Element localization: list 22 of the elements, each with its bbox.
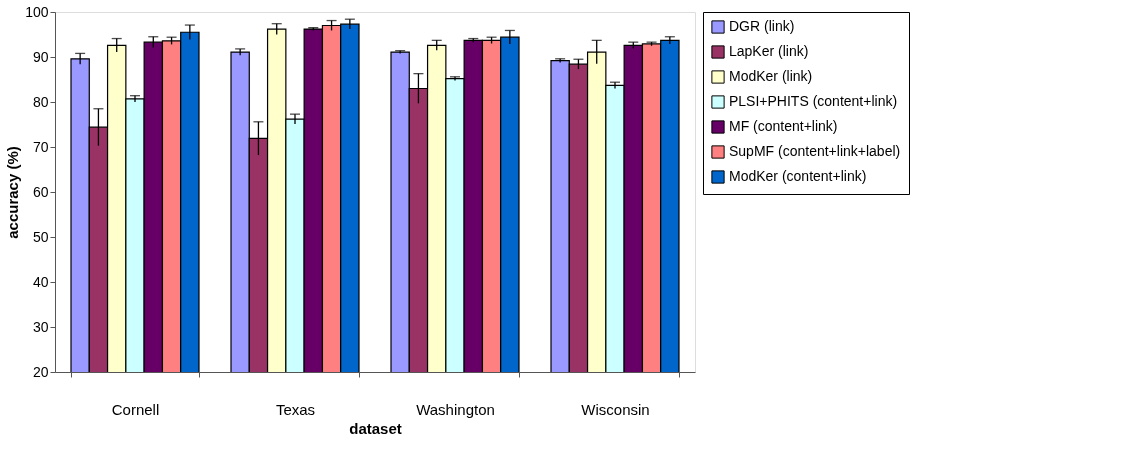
legend-label: PLSI+PHITS (content+link) [729,93,898,109]
y-tick-label: 100 [25,3,49,20]
y-tick-label: 60 [32,183,49,200]
y-tick-label: 50 [32,228,49,245]
y-tick-label: 80 [32,93,49,110]
x-tick-label: Wisconsin [581,400,650,418]
x-tick-label: Cornell [111,400,160,418]
y-axis-title: accuracy (%) [4,146,22,239]
y-tick-label: 90 [32,48,49,65]
legend-label: ModKer (content+link) [729,168,867,184]
legend-label: MF (content+link) [729,118,838,134]
y-tick-label: 70 [32,138,49,155]
legend-label: SupMF (content+link+label) [729,143,901,159]
y-tick-label: 20 [32,363,49,380]
x-axis-title: dataset [349,419,402,437]
legend-label: DGR (link) [729,18,795,34]
y-tick-label: 40 [32,273,49,290]
x-tick-label: Texas [275,400,316,418]
legend-label: LapKer (link) [729,43,809,59]
legend-label: ModKer (link) [729,68,813,84]
y-tick-label: 30 [32,318,49,335]
x-tick-label: Washington [416,400,495,418]
